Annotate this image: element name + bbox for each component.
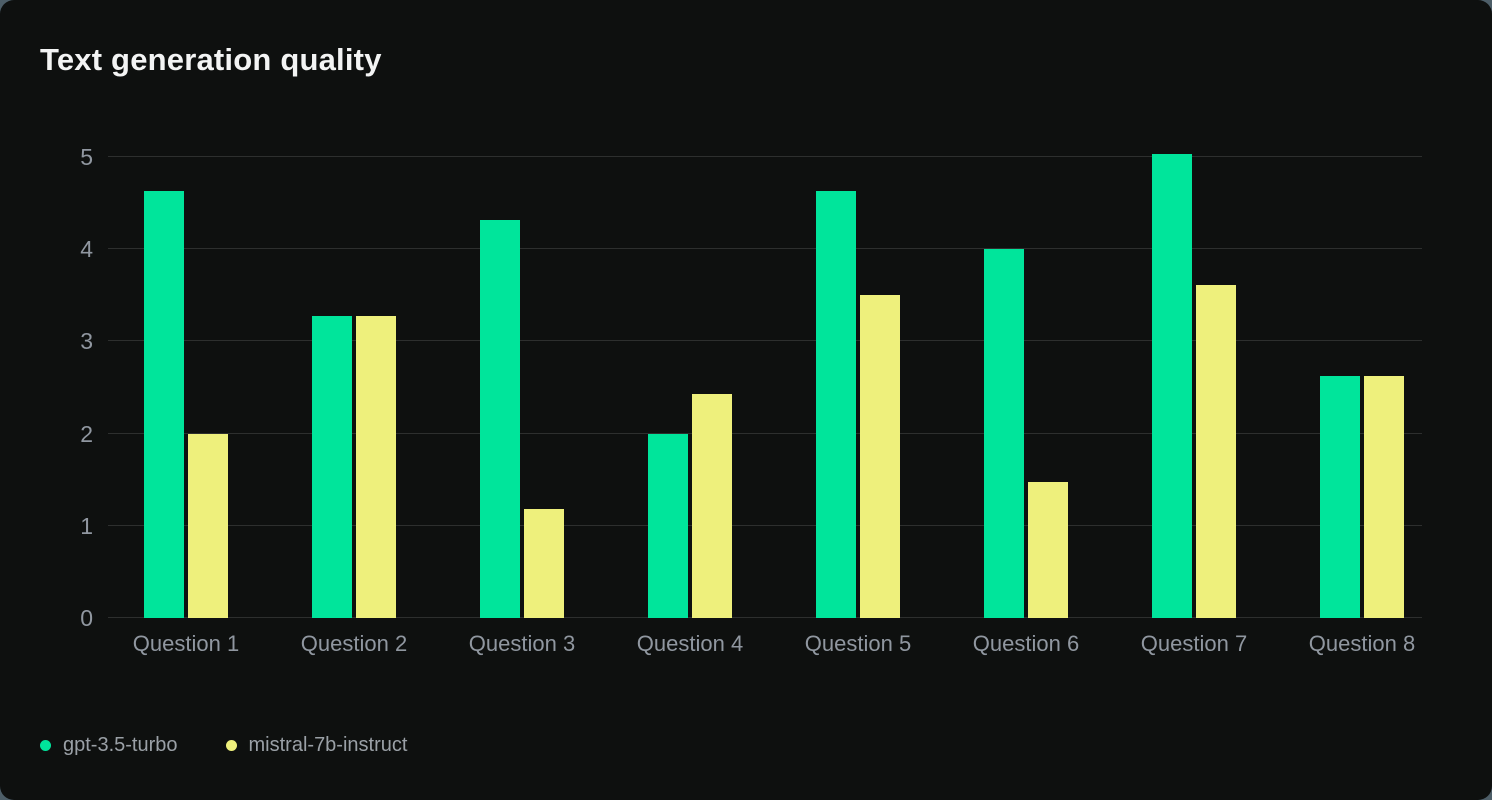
bar-group-5 — [816, 157, 900, 618]
bar-mistral-7b-instruct-q5 — [860, 295, 900, 618]
legend-item-gpt-3.5-turbo: gpt-3.5-turbo — [40, 734, 178, 757]
bar-gpt-3.5-turbo-q4 — [648, 433, 688, 618]
bar-group-4 — [648, 157, 732, 618]
x-tick-label-5: Question 5 — [804, 631, 912, 656]
bar-mistral-7b-instruct-q8 — [1364, 375, 1404, 618]
gridline-3 — [108, 340, 1422, 342]
bar-gpt-3.5-turbo-q6 — [984, 249, 1024, 618]
y-tick-label-0: 0 — [80, 605, 93, 631]
bar-mistral-7b-instruct-q3 — [524, 509, 564, 618]
plot-area — [108, 154, 1422, 618]
bar-group-7 — [1152, 154, 1236, 618]
y-tick-label-5: 5 — [80, 144, 93, 170]
legend-dot-icon — [225, 739, 237, 751]
bar-mistral-7b-instruct-q4 — [692, 393, 732, 618]
x-tick-label-2: Question 2 — [300, 631, 408, 656]
bar-group-1 — [144, 157, 228, 618]
y-tick-label-1: 1 — [80, 512, 93, 539]
gridline-0 — [108, 617, 1422, 618]
bar-gpt-3.5-turbo-q3 — [480, 219, 520, 618]
bar-mistral-7b-instruct-q7 — [1196, 285, 1236, 618]
x-tick-label-7: Question 7 — [1140, 631, 1248, 656]
x-tick-label-6: Question 6 — [972, 631, 1080, 656]
bar-gpt-3.5-turbo-q7 — [1152, 154, 1192, 618]
x-axis: Question 1 Question 2 Question 3 Question 4… — [108, 631, 1422, 659]
bar-group-3 — [480, 157, 564, 618]
legend-label: mistral-7b-instruct — [248, 733, 408, 756]
bar-gpt-3.5-turbo-q8 — [1320, 375, 1360, 618]
gridline-2 — [108, 432, 1422, 434]
x-tick-label-4: Question 4 — [636, 631, 744, 656]
bar-group-8 — [1320, 157, 1404, 618]
x-tick-label-1: Question 1 — [132, 631, 240, 656]
bar-gpt-3.5-turbo-q2 — [312, 315, 352, 618]
y-tick-label-4: 4 — [80, 236, 93, 263]
legend-dot-icon — [40, 739, 51, 751]
gridline-4 — [108, 248, 1422, 250]
bar-mistral-7b-instruct-q1 — [188, 433, 228, 618]
gridline-1 — [108, 524, 1422, 526]
bar-mistral-7b-instruct-q2 — [356, 315, 396, 618]
bar-gpt-3.5-turbo-q1 — [144, 191, 184, 618]
x-tick-label-3: Question 3 — [468, 631, 576, 656]
y-tick-label-3: 3 — [80, 328, 93, 355]
legend-label: gpt-3.5-turbo — [63, 733, 178, 756]
bar-group-2 — [312, 157, 396, 618]
bar-gpt-3.5-turbo-q5 — [816, 191, 856, 618]
legend-item-mistral-7b-instruct: mistral-7b-instruct — [225, 733, 408, 757]
chart-title: Text generation quality — [40, 42, 382, 77]
bar-mistral-7b-instruct-q6 — [1028, 482, 1068, 618]
legend: gpt-3.5-turbo mistral-7b-instruct — [40, 731, 407, 759]
gridline-5 — [108, 156, 1422, 157]
x-tick-label-8: Question 8 — [1308, 631, 1416, 656]
y-axis: 0 1 2 3 4 5 — [40, 144, 93, 631]
y-tick-label-2: 2 — [80, 420, 93, 447]
bar-group-6 — [984, 157, 1068, 618]
